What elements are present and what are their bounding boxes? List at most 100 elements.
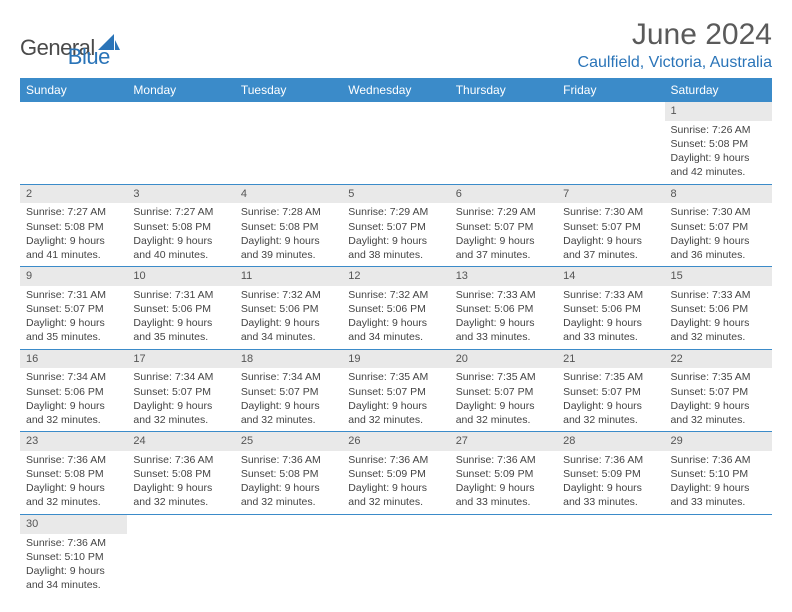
day-detail-line: Sunrise: 7:31 AM	[26, 288, 121, 302]
day-detail-line: Daylight: 9 hours	[671, 316, 766, 330]
day-detail-line: Daylight: 9 hours	[348, 316, 443, 330]
day-details: Sunrise: 7:36 AMSunset: 5:08 PMDaylight:…	[127, 451, 234, 514]
day-details: Sunrise: 7:36 AMSunset: 5:09 PMDaylight:…	[450, 451, 557, 514]
day-detail-line: and 33 minutes.	[456, 330, 551, 344]
day-details: Sunrise: 7:35 AMSunset: 5:07 PMDaylight:…	[665, 368, 772, 431]
day-detail-line: Sunset: 5:06 PM	[456, 302, 551, 316]
day-details: Sunrise: 7:31 AMSunset: 5:06 PMDaylight:…	[127, 286, 234, 349]
day-detail-line: and 32 minutes.	[671, 413, 766, 427]
day-details: Sunrise: 7:33 AMSunset: 5:06 PMDaylight:…	[665, 286, 772, 349]
day-detail-line: Sunrise: 7:35 AM	[671, 370, 766, 384]
day-number: 15	[665, 267, 772, 286]
day-number: 12	[342, 267, 449, 286]
calendar-day-cell: 16Sunrise: 7:34 AMSunset: 5:06 PMDayligh…	[20, 349, 127, 432]
day-details: Sunrise: 7:32 AMSunset: 5:06 PMDaylight:…	[235, 286, 342, 349]
day-detail-line: Daylight: 9 hours	[26, 399, 121, 413]
day-number: 17	[127, 350, 234, 369]
day-detail-line: Sunrise: 7:27 AM	[26, 205, 121, 219]
day-detail-line: and 32 minutes.	[348, 413, 443, 427]
calendar-day-cell: 1Sunrise: 7:26 AMSunset: 5:08 PMDaylight…	[665, 102, 772, 184]
day-number: 13	[450, 267, 557, 286]
day-detail-line: Daylight: 9 hours	[133, 316, 228, 330]
day-header: Tuesday	[235, 78, 342, 102]
day-detail-line: and 32 minutes.	[456, 413, 551, 427]
day-details: Sunrise: 7:33 AMSunset: 5:06 PMDaylight:…	[557, 286, 664, 349]
day-details: Sunrise: 7:33 AMSunset: 5:06 PMDaylight:…	[450, 286, 557, 349]
day-details: Sunrise: 7:36 AMSunset: 5:10 PMDaylight:…	[20, 534, 127, 597]
day-detail-line: and 32 minutes.	[671, 330, 766, 344]
day-detail-line: and 34 minutes.	[348, 330, 443, 344]
day-detail-line: Daylight: 9 hours	[348, 481, 443, 495]
day-number: 20	[450, 350, 557, 369]
day-number: 18	[235, 350, 342, 369]
location-text: Caulfield, Victoria, Australia	[578, 54, 772, 72]
day-detail-line: and 41 minutes.	[26, 248, 121, 262]
calendar-day-cell: 29Sunrise: 7:36 AMSunset: 5:10 PMDayligh…	[665, 432, 772, 515]
day-number: 28	[557, 432, 664, 451]
day-details: Sunrise: 7:34 AMSunset: 5:06 PMDaylight:…	[20, 368, 127, 431]
day-detail-line: Sunrise: 7:36 AM	[348, 453, 443, 467]
calendar-day-cell: 22Sunrise: 7:35 AMSunset: 5:07 PMDayligh…	[665, 349, 772, 432]
day-number: 23	[20, 432, 127, 451]
calendar-table: SundayMondayTuesdayWednesdayThursdayFrid…	[20, 78, 772, 596]
day-detail-line: Sunrise: 7:36 AM	[671, 453, 766, 467]
day-detail-line: and 37 minutes.	[456, 248, 551, 262]
calendar-empty-cell	[20, 102, 127, 184]
day-details: Sunrise: 7:36 AMSunset: 5:08 PMDaylight:…	[20, 451, 127, 514]
day-detail-line: Sunset: 5:07 PM	[133, 385, 228, 399]
day-detail-line: Sunset: 5:09 PM	[456, 467, 551, 481]
day-detail-line: Daylight: 9 hours	[563, 481, 658, 495]
day-number: 1	[665, 102, 772, 121]
day-detail-line: Daylight: 9 hours	[133, 234, 228, 248]
day-detail-line: Sunrise: 7:29 AM	[348, 205, 443, 219]
day-number: 7	[557, 185, 664, 204]
day-details: Sunrise: 7:35 AMSunset: 5:07 PMDaylight:…	[342, 368, 449, 431]
day-details: Sunrise: 7:29 AMSunset: 5:07 PMDaylight:…	[450, 203, 557, 266]
day-details: Sunrise: 7:31 AMSunset: 5:07 PMDaylight:…	[20, 286, 127, 349]
day-details: Sunrise: 7:32 AMSunset: 5:06 PMDaylight:…	[342, 286, 449, 349]
day-details: Sunrise: 7:28 AMSunset: 5:08 PMDaylight:…	[235, 203, 342, 266]
day-detail-line: Sunrise: 7:28 AM	[241, 205, 336, 219]
calendar-day-cell: 13Sunrise: 7:33 AMSunset: 5:06 PMDayligh…	[450, 267, 557, 350]
day-detail-line: and 40 minutes.	[133, 248, 228, 262]
day-detail-line: Sunrise: 7:32 AM	[348, 288, 443, 302]
day-detail-line: Sunrise: 7:30 AM	[563, 205, 658, 219]
title-block: June 2024 Caulfield, Victoria, Australia	[578, 18, 772, 72]
day-number: 25	[235, 432, 342, 451]
calendar-empty-cell	[127, 102, 234, 184]
day-number: 16	[20, 350, 127, 369]
day-detail-line: Sunset: 5:06 PM	[26, 385, 121, 399]
calendar-week-row: 23Sunrise: 7:36 AMSunset: 5:08 PMDayligh…	[20, 432, 772, 515]
day-number: 19	[342, 350, 449, 369]
day-detail-line: Sunrise: 7:32 AM	[241, 288, 336, 302]
day-number: 3	[127, 185, 234, 204]
day-details: Sunrise: 7:35 AMSunset: 5:07 PMDaylight:…	[450, 368, 557, 431]
day-detail-line: Sunset: 5:09 PM	[348, 467, 443, 481]
calendar-week-row: 16Sunrise: 7:34 AMSunset: 5:06 PMDayligh…	[20, 349, 772, 432]
day-detail-line: Daylight: 9 hours	[456, 316, 551, 330]
calendar-week-row: 9Sunrise: 7:31 AMSunset: 5:07 PMDaylight…	[20, 267, 772, 350]
day-detail-line: and 32 minutes.	[26, 495, 121, 509]
day-header-row: SundayMondayTuesdayWednesdayThursdayFrid…	[20, 78, 772, 102]
day-detail-line: Sunrise: 7:31 AM	[133, 288, 228, 302]
day-detail-line: Daylight: 9 hours	[241, 316, 336, 330]
day-detail-line: Sunrise: 7:26 AM	[671, 123, 766, 137]
day-detail-line: Sunrise: 7:36 AM	[456, 453, 551, 467]
calendar-day-cell: 20Sunrise: 7:35 AMSunset: 5:07 PMDayligh…	[450, 349, 557, 432]
calendar-day-cell: 15Sunrise: 7:33 AMSunset: 5:06 PMDayligh…	[665, 267, 772, 350]
day-header: Sunday	[20, 78, 127, 102]
day-details: Sunrise: 7:30 AMSunset: 5:07 PMDaylight:…	[665, 203, 772, 266]
day-detail-line: Daylight: 9 hours	[26, 316, 121, 330]
day-detail-line: and 36 minutes.	[671, 248, 766, 262]
calendar-day-cell: 11Sunrise: 7:32 AMSunset: 5:06 PMDayligh…	[235, 267, 342, 350]
calendar-day-cell: 19Sunrise: 7:35 AMSunset: 5:07 PMDayligh…	[342, 349, 449, 432]
day-detail-line: Sunset: 5:06 PM	[348, 302, 443, 316]
day-detail-line: and 32 minutes.	[133, 413, 228, 427]
day-detail-line: Sunrise: 7:34 AM	[241, 370, 336, 384]
day-detail-line: Sunset: 5:07 PM	[563, 220, 658, 234]
day-detail-line: Sunset: 5:07 PM	[241, 385, 336, 399]
day-detail-line: Daylight: 9 hours	[241, 399, 336, 413]
day-details: Sunrise: 7:36 AMSunset: 5:08 PMDaylight:…	[235, 451, 342, 514]
day-header: Thursday	[450, 78, 557, 102]
calendar-day-cell: 30Sunrise: 7:36 AMSunset: 5:10 PMDayligh…	[20, 514, 127, 596]
